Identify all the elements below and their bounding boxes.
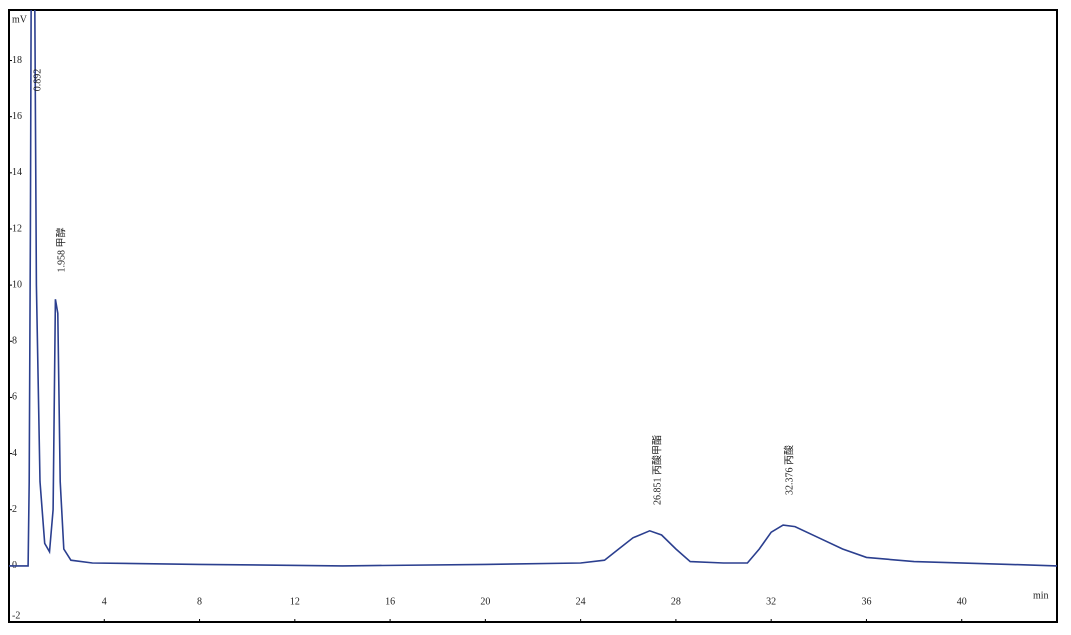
x-tick-label: 36 [861,596,871,607]
x-tick-label: 12 [290,596,300,607]
y-tick-label: 6 [12,392,17,403]
x-tick-label: 24 [576,596,586,607]
y-tick-label: 18 [12,55,22,66]
y-tick-label: 12 [12,223,22,234]
x-tick-label: 40 [957,596,967,607]
plot-frame [8,9,1058,623]
y-tick-label: 2 [12,504,17,515]
y-tick-label: 16 [12,111,22,122]
x-tick-label: 4 [102,596,107,607]
y-axis-label: mV [12,14,28,25]
x-tick-label: 20 [480,596,490,607]
peak-label: 32.376 丙酸 [782,445,795,495]
chromatogram-line [9,10,1057,567]
peak-label: 0.892 [32,69,43,92]
y-tick-label: -2 [12,610,20,621]
x-tick-label: 28 [671,596,681,607]
y-tick-label: 8 [12,336,17,347]
peak-label: 1.958 甲醇 [54,228,67,273]
x-tick-label: 32 [766,596,776,607]
y-tick-label: 14 [12,167,22,178]
x-tick-label: 8 [197,596,202,607]
x-axis-label: min [1033,590,1049,601]
x-tick-label: 16 [385,596,395,607]
y-tick-label: 4 [12,448,17,459]
peak-label: 26.851 丙酸甲酯 [650,435,663,505]
y-tick-label: 10 [12,279,22,290]
